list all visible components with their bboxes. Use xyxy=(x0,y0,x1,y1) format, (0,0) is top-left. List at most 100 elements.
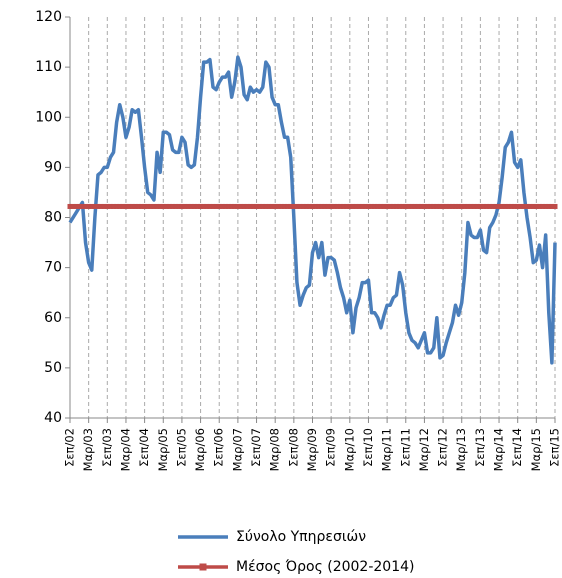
marker xyxy=(282,203,288,209)
marker xyxy=(477,203,483,209)
x-tick-label: Σεπ/07 xyxy=(249,428,263,467)
marker xyxy=(412,203,418,209)
x-tick-label: Μαρ/11 xyxy=(380,428,394,471)
marker xyxy=(263,203,269,209)
marker xyxy=(73,203,79,209)
marker xyxy=(170,203,176,209)
marker xyxy=(546,203,552,209)
marker xyxy=(493,203,499,209)
marker xyxy=(198,203,204,209)
marker xyxy=(418,203,424,209)
marker xyxy=(533,203,539,209)
marker xyxy=(213,203,219,209)
y-tick-label: 100 xyxy=(35,109,62,125)
marker xyxy=(120,203,126,209)
x-tick-label: Μαρ/13 xyxy=(454,428,468,471)
marker xyxy=(291,203,297,209)
marker xyxy=(111,203,117,209)
marker xyxy=(474,203,480,209)
marker xyxy=(403,203,409,209)
x-tick-label: Σεπ/10 xyxy=(361,428,375,467)
y-tick-label: 70 xyxy=(44,260,62,276)
marker xyxy=(459,203,465,209)
marker xyxy=(387,203,393,209)
marker xyxy=(434,203,440,209)
marker xyxy=(499,203,505,209)
marker xyxy=(341,203,347,209)
marker xyxy=(505,203,511,209)
marker xyxy=(344,203,350,209)
x-tick-label: Σεπ/15 xyxy=(548,428,562,467)
marker xyxy=(145,203,151,209)
marker xyxy=(428,203,434,209)
x-tick-label: Μαρ/14 xyxy=(492,428,506,471)
marker xyxy=(70,203,76,209)
marker xyxy=(157,203,163,209)
marker xyxy=(512,203,518,209)
x-tick-label: Σεπ/02 xyxy=(63,428,77,467)
x-tick-label: Μαρ/09 xyxy=(305,428,319,471)
marker xyxy=(397,203,403,209)
x-tick-label: Μαρ/05 xyxy=(156,428,170,471)
marker xyxy=(462,203,468,209)
legend-marker xyxy=(199,563,207,571)
series-line xyxy=(68,55,557,365)
marker xyxy=(210,203,216,209)
marker xyxy=(238,203,244,209)
y-tick-label: 120 xyxy=(35,9,62,25)
x-tick-label: Σεπ/04 xyxy=(137,428,151,467)
marker xyxy=(465,203,471,209)
marker xyxy=(269,203,275,209)
marker xyxy=(400,203,406,209)
marker xyxy=(331,203,337,209)
marker xyxy=(322,203,328,209)
marker xyxy=(306,203,312,209)
x-tick-label: Σεπ/12 xyxy=(436,428,450,467)
marker xyxy=(536,203,542,209)
marker xyxy=(518,203,524,209)
marker xyxy=(191,203,197,209)
marker xyxy=(275,203,281,209)
marker xyxy=(219,203,225,209)
marker xyxy=(285,203,291,209)
x-tick-label: Σεπ/14 xyxy=(510,428,524,467)
marker xyxy=(490,203,496,209)
marker xyxy=(552,203,558,209)
marker xyxy=(288,203,294,209)
x-tick-label: Σεπ/08 xyxy=(286,428,300,467)
marker xyxy=(188,203,194,209)
marker xyxy=(543,203,549,209)
marker xyxy=(207,203,213,209)
marker xyxy=(204,203,210,209)
x-tick-label: Σεπ/13 xyxy=(473,428,487,467)
marker xyxy=(86,203,92,209)
marker xyxy=(247,203,253,209)
marker xyxy=(337,203,343,209)
marker xyxy=(297,203,303,209)
marker xyxy=(372,203,378,209)
marker xyxy=(431,203,437,209)
marker xyxy=(365,203,371,209)
marker xyxy=(126,203,132,209)
y-tick-label: 60 xyxy=(44,310,62,326)
marker xyxy=(471,203,477,209)
marker xyxy=(359,203,365,209)
marker xyxy=(347,203,353,209)
marker xyxy=(182,203,188,209)
marker xyxy=(303,203,309,209)
marker xyxy=(160,203,166,209)
x-tick-label: Σεπ/03 xyxy=(100,428,114,467)
marker xyxy=(166,203,172,209)
marker xyxy=(278,203,284,209)
marker xyxy=(456,203,462,209)
marker xyxy=(468,203,474,209)
marker xyxy=(421,203,427,209)
marker xyxy=(350,203,356,209)
marker xyxy=(549,203,555,209)
marker xyxy=(415,203,421,209)
marker xyxy=(117,203,123,209)
x-tick-label: Μαρ/04 xyxy=(118,428,132,471)
x-tick-label: Μαρ/08 xyxy=(268,428,282,471)
marker xyxy=(328,203,334,209)
marker xyxy=(101,203,107,209)
